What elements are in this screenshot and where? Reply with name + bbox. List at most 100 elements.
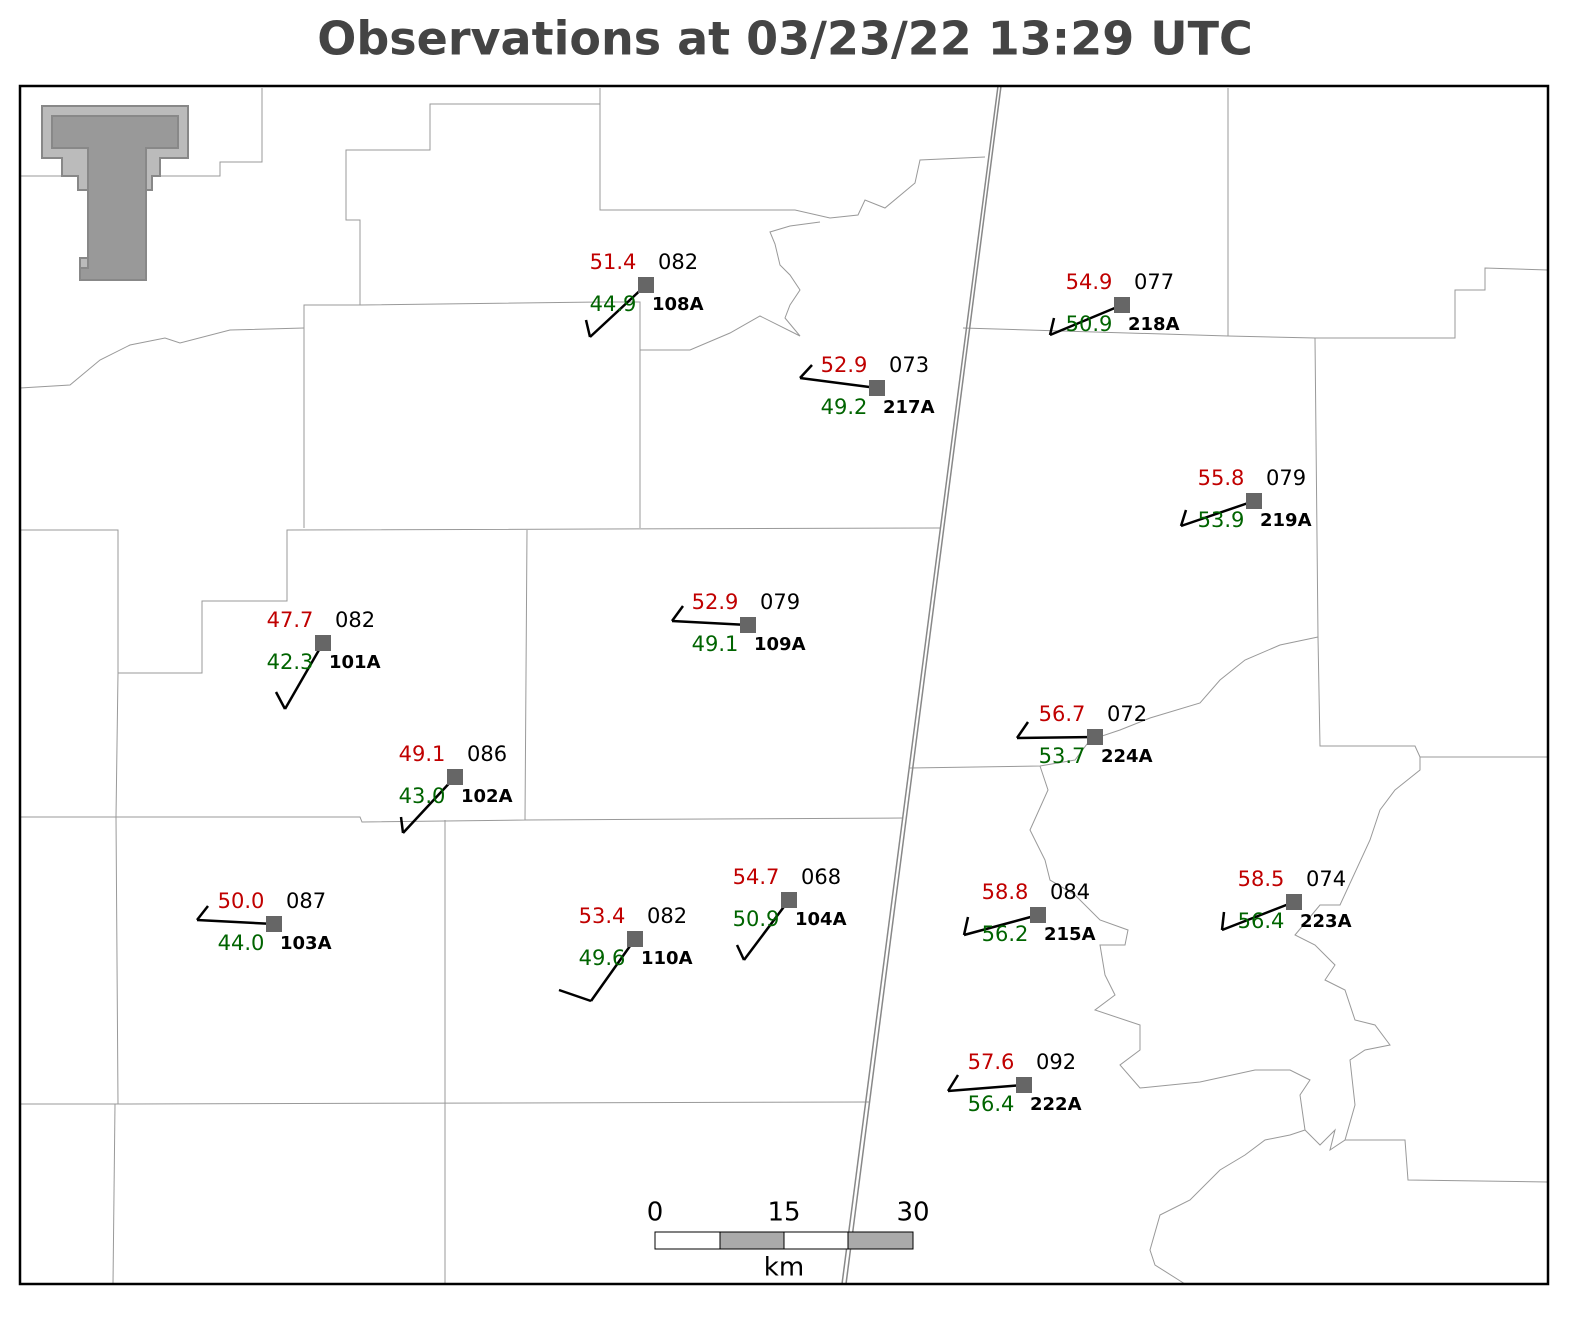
station-id: 215A	[1044, 924, 1096, 945]
wind-barb	[1221, 900, 1295, 932]
station-marker	[1114, 297, 1130, 313]
dewpoint: 49.2	[821, 395, 868, 419]
wind-barb-tick	[946, 1074, 960, 1092]
station-marker	[1030, 907, 1046, 923]
dewpoint: 50.9	[1066, 312, 1113, 336]
pressure: 079	[760, 590, 800, 614]
station-marker	[781, 892, 797, 908]
station-id: 103A	[280, 933, 332, 954]
station-id: 223A	[1300, 911, 1352, 932]
station-marker	[1087, 729, 1103, 745]
scale-label: 15	[767, 1198, 800, 1228]
wind-barb	[196, 918, 275, 926]
temperature: 47.7	[267, 608, 314, 632]
station-marker	[869, 380, 885, 396]
wind-barb	[402, 776, 456, 834]
wind-barb	[963, 913, 1039, 937]
station-id: 217A	[883, 397, 935, 418]
wind-barb	[283, 642, 325, 710]
wind-barb	[1016, 735, 1096, 740]
dewpoint: 56.2	[982, 922, 1029, 946]
pressure: 068	[801, 865, 841, 889]
wind-barb-tick	[1015, 721, 1030, 739]
pressure: 084	[1050, 880, 1090, 904]
pressure: 072	[1107, 702, 1147, 726]
temperature: 50.0	[218, 889, 265, 913]
map-frame	[18, 84, 1550, 1286]
temperature: 56.7	[1039, 702, 1086, 726]
dewpoint: 50.9	[733, 907, 780, 931]
temperature: 55.8	[1198, 466, 1245, 490]
stations: 51.4 082 44.9 108A 52.9 073 49.2 217A 54.9 077 50.…	[196, 250, 1352, 1116]
scale-unit: km	[764, 1253, 804, 1283]
logo	[41, 105, 189, 281]
wind-barb-tick	[558, 988, 592, 1003]
station-id: 218A	[1128, 314, 1180, 335]
wind-barb-tick	[962, 916, 970, 936]
wind-barb-tick	[670, 605, 685, 622]
wind-barb	[947, 1083, 1025, 1093]
dewpoint: 42.3	[267, 650, 314, 674]
dewpoint: 53.7	[1039, 744, 1086, 768]
temperature: 53.4	[579, 904, 626, 928]
pressure: 086	[467, 742, 507, 766]
pressure: 092	[1036, 1050, 1076, 1074]
dewpoint: 44.0	[218, 931, 265, 955]
temperature: 58.5	[1238, 867, 1285, 891]
station-id: 222A	[1030, 1094, 1082, 1115]
pressure: 087	[286, 889, 326, 913]
station-marker	[315, 635, 331, 651]
station-id: 109A	[754, 634, 806, 655]
wind-barb-tick	[1048, 317, 1056, 336]
station-id: 102A	[461, 786, 513, 807]
title: Observations at 03/23/22 13:29 UTC	[317, 12, 1252, 66]
temperature: 58.8	[982, 880, 1029, 904]
station-marker	[1016, 1077, 1032, 1093]
wind-barb-tick	[799, 364, 813, 379]
wind-barb	[589, 284, 647, 338]
pressure: 082	[658, 250, 698, 274]
station-marker	[740, 617, 756, 633]
station-id: 101A	[329, 652, 381, 673]
temperature: 57.6	[968, 1050, 1015, 1074]
station-id: 110A	[641, 948, 693, 969]
wind-barb-tick	[1220, 911, 1226, 931]
station-marker	[638, 277, 654, 293]
wind-barb-tick	[735, 944, 746, 961]
pressure: 082	[335, 608, 375, 632]
station-marker	[1246, 493, 1262, 509]
scale-label: 0	[647, 1198, 664, 1228]
wind-barb	[1049, 303, 1123, 337]
station-id: 108A	[652, 294, 704, 315]
station-id: 224A	[1101, 746, 1153, 767]
wind-barb-tick	[274, 691, 287, 710]
temperature: 51.4	[590, 250, 637, 274]
temperature: 52.9	[692, 590, 739, 614]
wind-barb-tick	[196, 905, 209, 921]
temperature: 52.9	[821, 353, 868, 377]
station-id: 104A	[795, 909, 847, 930]
wind-barb	[743, 899, 790, 961]
temperature: 54.7	[733, 865, 780, 889]
pressure: 073	[889, 353, 929, 377]
station-marker	[266, 916, 282, 932]
dewpoint: 49.6	[579, 946, 626, 970]
dewpoint: 56.4	[1238, 909, 1285, 933]
wind-barb-tick	[584, 319, 592, 338]
pressure: 079	[1266, 466, 1306, 490]
wind-barb-tick	[1179, 509, 1188, 527]
station-id: 219A	[1260, 510, 1312, 531]
station-marker	[627, 931, 643, 947]
wind-barb-tick	[399, 816, 405, 834]
pressure: 082	[647, 904, 687, 928]
temperature: 49.1	[399, 742, 446, 766]
dewpoint: 44.9	[590, 292, 637, 316]
wind-barb	[589, 938, 637, 1002]
pressure: 077	[1134, 270, 1174, 294]
dewpoint: 49.1	[692, 632, 739, 656]
scale-bar: 0 15 30 km	[647, 1198, 930, 1283]
dewpoint: 56.4	[968, 1092, 1015, 1116]
temperature: 54.9	[1066, 270, 1113, 294]
wind-barb	[799, 376, 878, 390]
